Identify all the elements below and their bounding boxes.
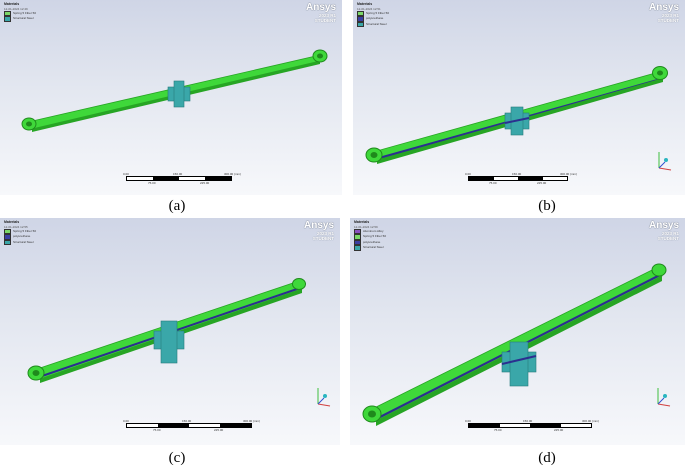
legend-item-label: Spring 5 Fiber 50	[13, 228, 37, 233]
viewport-panel-d[interactable]: Materials 12-01-2024 12:59 Aluminum Allo…	[350, 218, 685, 445]
logo-edition: STUDENT	[314, 18, 336, 23]
legend-item-label: Spring 5 Fiber 50	[366, 10, 390, 15]
caption-a: (a)	[168, 198, 186, 214]
legend-item-label: Spring 5 Fiber 50	[363, 234, 387, 239]
logo-version: 2023 R1	[316, 231, 334, 236]
ansys-logo: Ansys 2023 R1 STUDENT	[306, 2, 336, 23]
legend-item-label: polyurethane	[363, 239, 381, 244]
legend-item: Spring 5 Fiber 50	[4, 10, 37, 16]
legend-item: polyurethane	[4, 234, 36, 240]
logo-version: 2023 R1	[661, 13, 679, 18]
legend-swatch	[357, 16, 364, 22]
leaf-spring-model[interactable]	[0, 218, 340, 445]
legend-item: Spring 5 Fiber 50	[354, 234, 386, 240]
legend-date: 12-01-2024 12:55	[4, 224, 28, 229]
logo-edition: STUDENT	[657, 236, 679, 241]
viewport-panel-c[interactable]: Materials 12-01-2024 12:55 Spring 5 Fibe…	[0, 218, 340, 445]
logo-brand: Ansys	[648, 2, 679, 13]
ansys-logo: Ansys 2023 R1 STUDENT	[649, 2, 679, 23]
legend-swatch	[4, 16, 11, 22]
scale-bar: 0.00 150.00 300.00 (mm) 75.00 225.00	[123, 419, 261, 432]
leaf-spring-model[interactable]	[353, 0, 685, 195]
material-legend: Materials 12-01-2024 12:51 Spring 5 Fibe…	[357, 2, 389, 27]
scale-bar: 0.00 150.00 300.00 (mm) 75.00 225.00	[465, 172, 578, 185]
caption-d: (d)	[538, 450, 556, 466]
legend-item-label: Structural Steel	[13, 16, 34, 21]
legend-item-label: Aluminum Alloy	[363, 228, 384, 233]
logo-edition: STUDENT	[657, 18, 679, 23]
legend-item: Structural Steel	[354, 245, 386, 251]
caption-c: (c)	[168, 450, 186, 466]
legend-item: Aluminum Alloy	[354, 228, 386, 234]
legend-swatch	[4, 239, 11, 245]
legend-date: 12-01-2024 12:59	[354, 224, 378, 229]
legend-swatch	[354, 245, 361, 251]
legend-title: Materials	[4, 220, 20, 224]
legend-item: Structural Steel	[4, 239, 36, 245]
ansys-logo: Ansys 2023 R1 STUDENT	[649, 220, 679, 241]
logo-brand: Ansys	[303, 220, 334, 231]
legend-item-label: Structural Steel	[363, 245, 384, 250]
legend-item: polyurethane	[357, 16, 389, 22]
legend-item: Structural Steel	[4, 16, 36, 22]
legend-item: Spring 5 Fiber 50	[357, 10, 390, 16]
logo-version: 2023 R1	[318, 13, 336, 18]
legend-swatch	[357, 10, 364, 16]
logo-brand: Ansys	[305, 2, 336, 13]
legend-title: Materials	[357, 2, 373, 6]
viewport-panel-b[interactable]: Materials 12-01-2024 12:51 Spring 5 Fibe…	[353, 0, 685, 195]
legend-date: 12-01-2024 12:49	[4, 6, 28, 11]
scale-bar: 0.00 150.00 300.00 (mm) 75.00 225.00	[465, 419, 600, 432]
scale-bar: 0.00 150.00 300.00 (mm) 75.00 225.00	[123, 172, 242, 185]
legend-swatch	[354, 239, 361, 245]
legend-item-label: Structural Steel	[13, 239, 34, 244]
legend-title: Materials	[4, 2, 20, 6]
legend-item: Spring 5 Fiber 50	[4, 228, 37, 234]
xyz-axis-triad-icon	[317, 388, 331, 407]
material-legend: Materials 12-01-2024 12:49 Spring 5 Fibe…	[4, 2, 36, 22]
legend-swatch	[357, 21, 364, 27]
legend-swatch	[354, 234, 361, 240]
legend-date: 12-01-2024 12:51	[357, 6, 381, 11]
xyz-axis-triad-icon	[658, 152, 672, 171]
legend-swatch	[4, 228, 11, 234]
legend-swatch	[4, 234, 11, 240]
leaf-spring-model[interactable]	[350, 218, 685, 445]
logo-brand: Ansys	[648, 220, 679, 231]
legend-swatch	[4, 10, 11, 16]
ansys-logo: Ansys 2023 R1 STUDENT	[304, 220, 334, 241]
material-legend: Materials 12-01-2024 12:59 Aluminum Allo…	[354, 220, 386, 251]
legend-item-label: polyurethane	[366, 16, 384, 21]
legend-swatch	[354, 228, 361, 234]
legend-title: Materials	[354, 220, 370, 224]
legend-item-label: Spring 5 Fiber 50	[13, 10, 37, 15]
material-legend: Materials 12-01-2024 12:55 Spring 5 Fibe…	[4, 220, 36, 245]
legend-item-label: polyurethane	[13, 234, 31, 239]
logo-edition: STUDENT	[312, 236, 334, 241]
caption-b: (b)	[538, 198, 556, 214]
viewport-panel-a[interactable]: Materials 12-01-2024 12:49 Spring 5 Fibe…	[0, 0, 342, 195]
legend-item: Structural Steel	[357, 21, 389, 27]
logo-version: 2023 R1	[661, 231, 679, 236]
legend-item-label: Structural Steel	[366, 21, 387, 26]
leaf-spring-model[interactable]	[0, 0, 342, 195]
xyz-axis-triad-icon	[657, 388, 671, 407]
legend-item: polyurethane	[354, 239, 386, 245]
